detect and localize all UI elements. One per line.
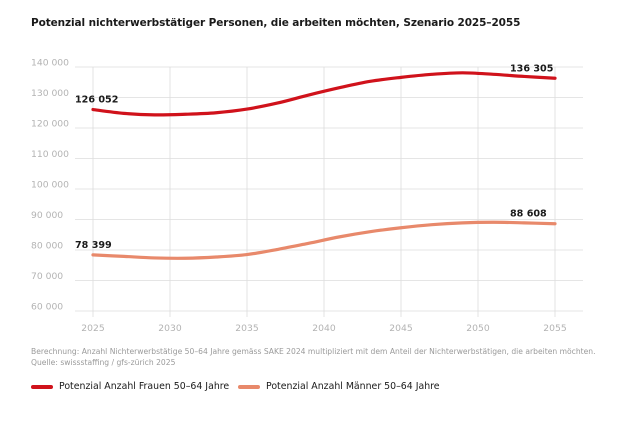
y-tick-label: 120 000: [31, 119, 69, 130]
x-tick-label: 2045: [389, 323, 413, 334]
x-tick-label: 2050: [466, 323, 490, 334]
x-tick-label: 2030: [158, 323, 182, 334]
x-tick-label: 2035: [235, 323, 259, 334]
y-tick-label: 70 000: [31, 271, 63, 282]
y-tick-label: 110 000: [31, 149, 69, 160]
legend-label-frauen: Potenzial Anzahl Frauen 50–64 Jahre: [59, 381, 230, 392]
chart-title: Potenzial nichterwerbstätiger Personen, …: [31, 17, 521, 29]
y-tick-label: 60 000: [31, 302, 63, 313]
legend-label-maenner: Potenzial Anzahl Männer 50–64 Jahre: [266, 381, 440, 392]
y-tick-label: 130 000: [31, 88, 69, 99]
data-label-end: 88 608: [510, 209, 547, 220]
x-tick-label: 2040: [312, 323, 336, 334]
data-label-end: 136 305: [510, 63, 553, 74]
source-note: Quelle: swissstaffing / gfs-zürich 2025: [31, 358, 176, 367]
series-line-1: [91, 220, 557, 260]
data-label-start: 126 052: [75, 95, 118, 106]
legend-swatch-frauen: [31, 385, 53, 389]
y-tick-label: 90 000: [31, 210, 63, 221]
x-tick-label: 2055: [543, 323, 567, 334]
x-tick-label: 2025: [81, 323, 105, 334]
legend-swatch-maenner: [238, 385, 260, 389]
series-line-0: [91, 71, 557, 117]
data-label-start: 78 399: [75, 240, 112, 251]
method-note: Berechnung: Anzahl Nichterwerbstätige 50…: [31, 347, 596, 356]
y-tick-label: 140 000: [31, 58, 69, 69]
y-tick-label: 80 000: [31, 241, 63, 252]
y-tick-label: 100 000: [31, 180, 69, 191]
